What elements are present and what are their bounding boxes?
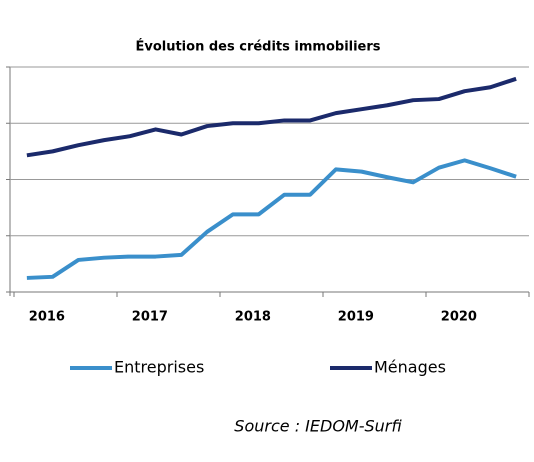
x-tick-label: 2020 [441, 310, 477, 325]
series-line [26, 158, 517, 280]
series-line [26, 76, 517, 158]
legend-label: Ménages [374, 358, 446, 377]
chart-title: Évolution des crédits immobiliers [135, 39, 380, 55]
x-tick-label: 2017 [132, 310, 168, 325]
x-tick-label: 2019 [338, 310, 374, 325]
source-note: Source : IEDOM-Surfi [234, 417, 402, 436]
x-tick-label: 2016 [29, 310, 65, 325]
legend-label: Entreprises [114, 358, 204, 377]
x-tick-label: 2018 [235, 310, 271, 325]
